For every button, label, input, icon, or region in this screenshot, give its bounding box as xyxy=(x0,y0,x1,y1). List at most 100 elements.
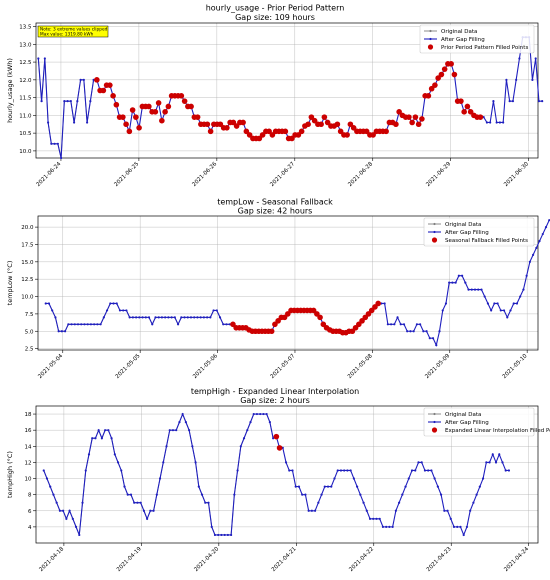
data-point xyxy=(66,100,69,103)
x-tick-label: 2021-04-24 xyxy=(503,546,530,573)
data-point xyxy=(53,142,56,145)
data-point xyxy=(541,232,544,236)
data-point xyxy=(222,323,225,326)
legend-swatch-marker xyxy=(433,222,436,226)
data-point xyxy=(233,493,236,496)
filled-point xyxy=(224,125,230,131)
data-point xyxy=(470,288,473,291)
filled-point xyxy=(230,119,237,126)
data-point xyxy=(79,78,82,81)
legend-entry: Seasonal Fallback Filled Points xyxy=(445,238,528,244)
filled-point xyxy=(383,128,389,135)
data-point xyxy=(465,525,469,528)
data-point xyxy=(454,281,457,284)
filled-point xyxy=(425,93,432,99)
y-tick-label: 20.0 xyxy=(21,225,34,231)
y-tick-label: 10.5 xyxy=(19,131,32,137)
data-point xyxy=(116,461,120,464)
data-point xyxy=(175,429,178,432)
data-point xyxy=(401,493,404,496)
filled-point xyxy=(305,121,311,128)
data-point xyxy=(480,288,483,291)
data-point xyxy=(99,323,102,326)
data-point xyxy=(63,100,66,103)
data-point xyxy=(84,469,87,472)
data-point xyxy=(180,316,183,319)
data-point xyxy=(42,469,45,472)
data-point xyxy=(494,461,498,464)
data-point xyxy=(62,509,65,512)
data-point xyxy=(378,517,381,520)
data-point xyxy=(537,100,541,103)
data-point xyxy=(76,100,79,103)
data-point xyxy=(189,316,193,319)
filled-point xyxy=(467,109,474,115)
data-point xyxy=(46,121,50,124)
legend-swatch-marker xyxy=(433,412,436,416)
data-point xyxy=(74,525,78,528)
data-point xyxy=(155,493,158,496)
data-point xyxy=(396,316,399,319)
data-point xyxy=(485,121,489,124)
data-point xyxy=(49,485,52,488)
x-tick-label: 2021-06-26 xyxy=(191,161,218,188)
data-point xyxy=(43,57,46,60)
data-point xyxy=(294,485,297,488)
legend-entry: Original Data xyxy=(441,29,477,35)
data-point xyxy=(123,485,126,488)
data-point xyxy=(414,469,417,472)
data-point xyxy=(446,509,449,512)
data-point xyxy=(209,316,212,319)
filled-point xyxy=(347,121,354,128)
data-point xyxy=(242,437,246,440)
plot-frame xyxy=(37,215,539,351)
data-point xyxy=(456,525,459,528)
data-point xyxy=(457,274,460,277)
data-point xyxy=(326,485,330,488)
data-point xyxy=(196,316,199,319)
panel-hourly-usage: hourly_usage - Prior Period Pattern Gap … xyxy=(6,4,544,188)
data-point xyxy=(204,501,207,504)
filled-point xyxy=(194,114,201,120)
x-tick-label: 2021-05-08 xyxy=(347,353,374,380)
x-tick-label: 2021-06-30 xyxy=(503,161,530,188)
data-point xyxy=(475,493,478,496)
data-point xyxy=(525,274,528,277)
data-point xyxy=(60,330,63,333)
legend-entry: Original Data xyxy=(445,412,481,418)
y-tick-label: 11.5 xyxy=(19,96,32,102)
data-point xyxy=(499,309,502,312)
filled-point xyxy=(324,119,331,126)
data-point xyxy=(197,485,200,488)
data-point xyxy=(483,295,486,298)
filled-point xyxy=(136,125,142,131)
data-point xyxy=(262,412,265,416)
legend-box xyxy=(419,24,535,54)
panel-title: hourly_usage - Prior Period Pattern xyxy=(206,4,345,13)
data-point xyxy=(265,412,268,416)
data-point xyxy=(435,344,438,347)
y-tick-label: 6 xyxy=(28,509,32,515)
data-point xyxy=(268,421,271,424)
data-point xyxy=(131,316,134,319)
data-point xyxy=(249,421,252,424)
filled-point xyxy=(233,123,240,129)
data-point xyxy=(417,461,420,464)
legend-swatch-marker xyxy=(433,420,436,424)
filled-point xyxy=(110,93,116,99)
data-point xyxy=(215,309,218,312)
data-point xyxy=(193,316,196,319)
data-point xyxy=(178,421,181,424)
data-point xyxy=(181,412,184,416)
data-point xyxy=(431,337,435,340)
data-point xyxy=(452,525,456,528)
filled-point xyxy=(94,77,100,83)
data-point xyxy=(78,533,81,537)
data-point xyxy=(284,461,288,464)
x-tick-label: 2021-05-06 xyxy=(192,353,219,380)
y-tick-label: 12.5 xyxy=(19,60,32,66)
data-point xyxy=(184,421,187,424)
data-point xyxy=(492,100,495,103)
